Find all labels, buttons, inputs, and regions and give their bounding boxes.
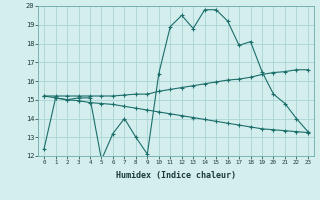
X-axis label: Humidex (Indice chaleur): Humidex (Indice chaleur): [116, 171, 236, 180]
